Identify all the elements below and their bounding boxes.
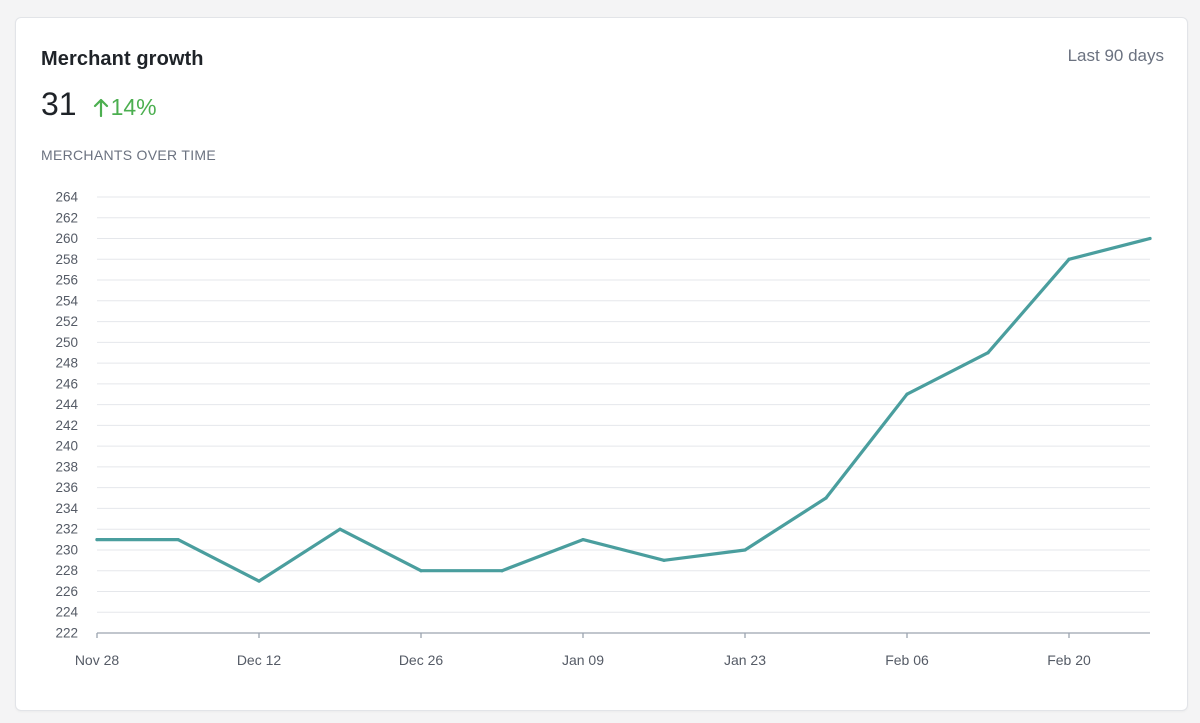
y-tick-label: 224 [55,605,78,620]
data-point [743,548,747,552]
data-point [500,569,504,573]
data-point [662,558,666,562]
series-line [95,236,1152,583]
x-tick-label: Jan 23 [724,652,766,668]
y-tick-label: 248 [55,356,78,371]
data-point [824,496,828,500]
x-tick-label: Dec 12 [237,652,282,668]
card-title: Merchant growth [41,48,204,70]
y-tick-label: 262 [55,210,78,225]
data-point [95,537,99,542]
date-range-label[interactable]: Last 90 days [1067,46,1164,65]
arrow-up-icon [93,98,108,117]
data-point [986,351,990,355]
y-tick-label: 230 [55,542,78,557]
data-point [257,579,261,583]
y-tick-label: 232 [55,522,78,537]
chart-section-label: MERCHANTS OVER TIME [41,147,217,163]
y-tick-label: 254 [55,293,78,308]
data-point [419,569,423,573]
merchant-growth-card: Merchant growth Last 90 days 31 14% MERC… [15,17,1188,711]
y-tick-label: 264 [55,190,78,205]
y-tick-label: 242 [55,418,78,433]
x-tick-label: Feb 20 [1047,652,1091,668]
x-tick-label: Nov 28 [75,652,120,668]
data-point [581,537,585,542]
x-tick-label: Jan 09 [562,652,604,668]
y-tick-label: 228 [55,563,78,578]
y-tick-label: 240 [55,439,78,454]
data-point [176,537,180,542]
y-tick-label: 226 [55,584,78,599]
merchants-line-chart: 222 224 226 228 230 232 234 236 238 240 242 244 246 2… [55,190,1152,668]
y-tick-label: 256 [55,273,78,288]
y-tick-label: 250 [55,335,78,350]
data-point [905,392,909,396]
y-tick-label: 246 [55,376,78,391]
y-tick-label: 238 [55,459,78,474]
y-tick-label: 258 [55,252,78,267]
delta-value: 14% [110,94,157,120]
metric-value: 31 [41,86,77,122]
data-point [1067,257,1071,261]
x-tick-label: Feb 06 [885,652,929,668]
y-tick-label: 260 [55,231,78,246]
delta-badge: 14% [93,94,157,121]
y-tick-label: 236 [55,480,78,495]
data-point [338,527,342,531]
y-tick-label: 234 [55,501,78,516]
data-point [1148,236,1152,241]
y-tick-label: 244 [55,397,78,412]
y-tick-label: 222 [55,626,78,641]
x-tick-label: Dec 26 [399,652,444,668]
y-tick-label: 252 [55,314,78,329]
metric-summary: 31 14% [41,86,157,123]
